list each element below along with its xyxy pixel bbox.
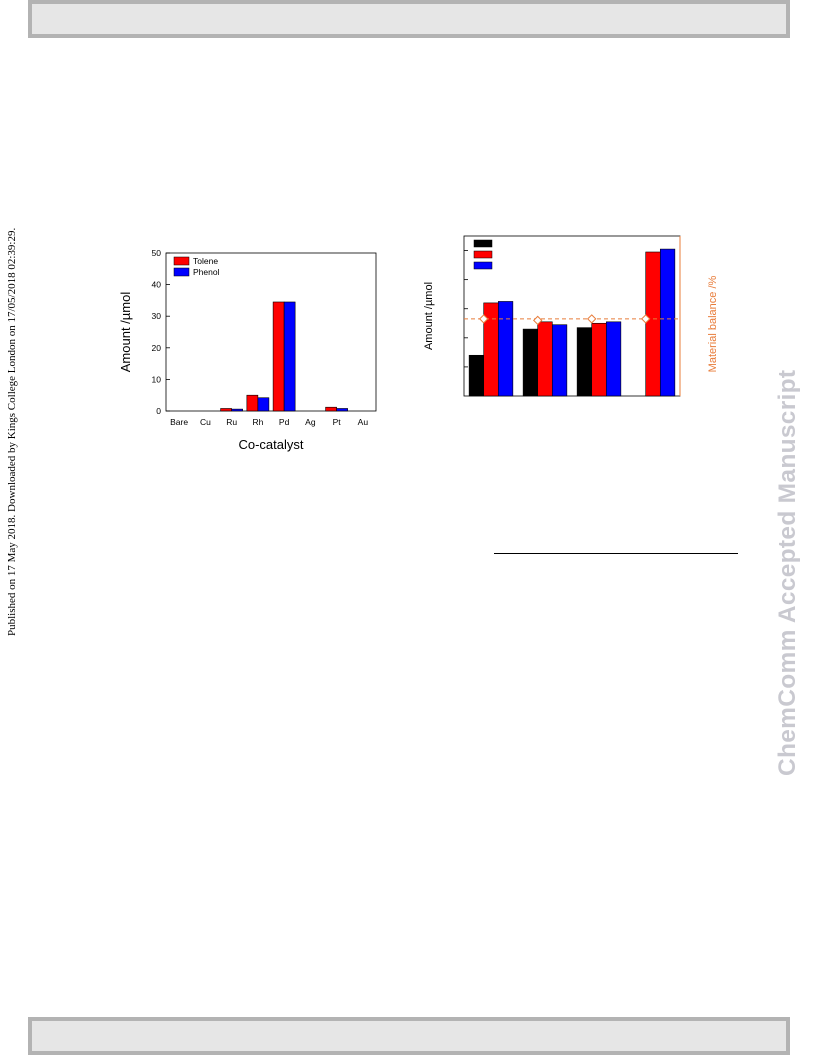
bar-phenol — [336, 408, 348, 412]
legend-swatch-series-2 — [473, 250, 493, 259]
legend-swatch-series-3 — [473, 261, 493, 270]
bar-tolene — [220, 408, 232, 412]
y-tick-label: 10 — [152, 374, 162, 384]
y-tick-label: 50 — [152, 248, 162, 258]
footer-strip — [28, 1017, 790, 1055]
bar-phenol — [231, 408, 243, 412]
y-tick-label: 30 — [152, 311, 162, 321]
y-tick-label: 20 — [152, 343, 162, 353]
x-tick-label: Pd — [279, 417, 290, 427]
legend-label: Tolene — [193, 256, 218, 266]
bar-series-1 — [468, 354, 485, 397]
legend-swatch-tolene — [173, 256, 190, 266]
bar-series-3 — [605, 321, 622, 397]
watermark: ChemComm Accepted Manuscript — [774, 369, 801, 776]
bar-series-3 — [551, 324, 568, 397]
cocatalyst-bar-chart: 0 10 20 30 40 50 Bare Cu Ru Rh Pd Ag Pt Au Co-catalyst… — [118, 248, 377, 452]
material-balance-marker — [533, 315, 543, 326]
y-tick-label: 40 — [152, 280, 162, 290]
bar-series-1 — [576, 327, 593, 397]
bar-phenol — [283, 301, 296, 412]
x-tick-label: Pt — [333, 417, 342, 427]
x-tick-label: Ag — [305, 417, 316, 427]
material-balance-bar-chart: Amount /µmol Material balance /% — [423, 235, 719, 397]
material-balance-marker — [479, 314, 489, 324]
x-tick-label: Bare — [170, 417, 188, 427]
header-strip — [28, 0, 790, 38]
bar-series-3 — [659, 248, 676, 397]
plot-frame — [165, 252, 377, 412]
bar-tolene — [246, 394, 259, 412]
legend-swatch-phenol — [173, 267, 190, 277]
legend-swatch-series-1 — [473, 239, 493, 248]
legend-label: Phenol — [193, 267, 220, 277]
bar-series-2 — [645, 251, 661, 397]
x-axis-label: Co-catalyst — [238, 437, 303, 452]
x-tick-label: Rh — [252, 417, 263, 427]
bar-series-2 — [591, 322, 607, 397]
x-tick-label: Cu — [200, 417, 211, 427]
y-tick-label: 0 — [156, 406, 161, 416]
x-tick-label: Ru — [226, 417, 237, 427]
bar-phenol — [257, 397, 270, 412]
material-balance-marker — [587, 314, 597, 324]
y-axis-label: Amount /µmol — [423, 282, 435, 350]
y2-axis-label: Material balance /% — [707, 275, 719, 372]
bar-series-1 — [522, 328, 539, 397]
publication-note: Published on 17 May 2018. Downloaded by … — [6, 227, 18, 636]
material-balance-marker — [641, 314, 651, 324]
bar-series-2 — [537, 321, 553, 397]
x-tick-label: Au — [358, 417, 369, 427]
bar-tolene — [325, 406, 337, 412]
divider-rule — [494, 553, 738, 554]
y-axis-label: Amount /µmol — [118, 292, 133, 373]
bar-tolene — [272, 301, 285, 412]
bar-series-3 — [497, 301, 514, 397]
